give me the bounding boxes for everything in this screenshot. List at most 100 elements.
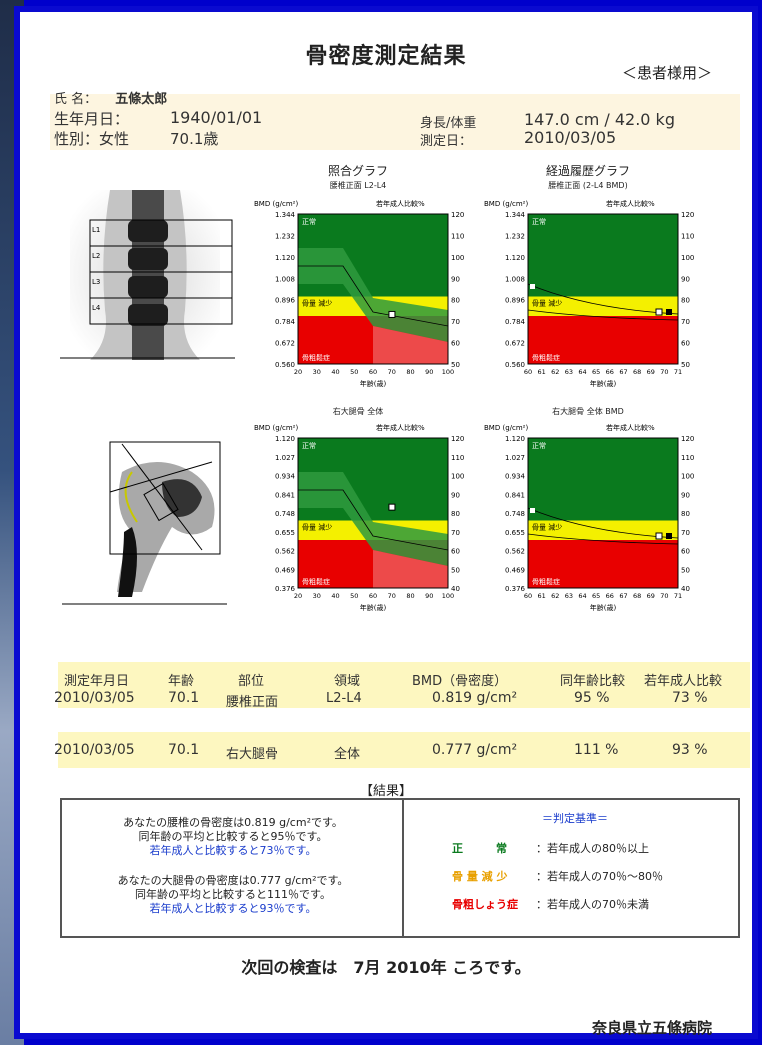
svg-text:L4: L4: [92, 304, 101, 312]
svg-text:L2: L2: [92, 252, 100, 260]
y2-tick-label: 120: [681, 211, 694, 219]
x-tick-label: 100: [442, 368, 454, 376]
next-exam-note: 次回の検査は 7月 2010年 ころです。: [241, 958, 531, 977]
th-age-match: 同年齢比較: [560, 674, 626, 689]
x-tick-label: 60: [524, 368, 532, 376]
name-row: 氏 名： 五條太郎: [54, 88, 167, 107]
age-value: 70.1歳: [170, 130, 219, 148]
x-tick-label: 70: [388, 368, 396, 376]
y2-tick-label: 120: [451, 435, 464, 443]
zone-low-label: 骨量 減少: [532, 299, 562, 308]
x-tick-label: 20: [294, 592, 302, 600]
femur-result-line3: 若年成人と比較すると93％です。: [149, 902, 317, 915]
y2-tick-label: 90: [681, 275, 690, 283]
criteria-low-label: 骨 量 減 少: [452, 870, 508, 883]
th-date: 測定年月日: [64, 674, 130, 689]
y2-tick-label: 110: [451, 454, 464, 462]
y-tick-label: 0.784: [505, 318, 526, 326]
zone-normal-label: 正常: [532, 441, 546, 450]
y-tick-label: 0.560: [275, 361, 295, 369]
dob-label: 生年月日：: [54, 110, 130, 128]
x-tick-label: 40: [331, 592, 339, 600]
table-row-1-date: 2010/03/05: [54, 690, 135, 706]
zone-osteo-label: 骨粗鬆症: [302, 577, 330, 586]
patient-bmd-point: [388, 503, 396, 511]
table-band-2: [58, 732, 750, 768]
y2-tick-label: 90: [681, 491, 690, 499]
zone-normal: [528, 214, 678, 297]
criteria-osteo-text: ：若年成人の70％未満: [536, 898, 649, 911]
criteria-low-text: ：若年成人の70％〜80％: [536, 870, 663, 883]
patient-bmd-point: [388, 310, 396, 318]
y-tick-label: 0.841: [275, 491, 295, 499]
result-heading: 【結果】: [359, 784, 412, 799]
lumbar-result-line3: 若年成人と比較すると73％です。: [149, 844, 317, 857]
x-tick-label: 80: [406, 368, 414, 376]
zone-osteo-label: 骨粗鬆症: [302, 353, 330, 362]
table-row-2-region: 全体: [334, 747, 361, 762]
measure-date-label: 測定日：: [420, 134, 473, 149]
bmd-axis-label: BMD (g/cm²): [484, 424, 528, 432]
y2-tick-label: 50: [681, 566, 690, 574]
y-tick-label: 0.560: [505, 361, 525, 369]
svg-text:L1: L1: [92, 226, 100, 234]
patient-name: 五條太郎: [115, 92, 168, 107]
y2-tick-label: 100: [681, 254, 694, 262]
y-tick-label: 0.469: [505, 566, 525, 574]
x-tick-label: 61: [537, 592, 545, 600]
criteria-normal-label: 正 常: [452, 842, 507, 855]
y-tick-label: 0.934: [275, 473, 296, 481]
x-tick-label: 62: [551, 368, 559, 376]
bmd-axis-label: BMD (g/cm²): [484, 200, 528, 208]
zone-low-label: 骨量 減少: [532, 523, 562, 532]
measure-date-value: 2010/03/05: [524, 128, 617, 147]
table-row-2-bmd: 0.777 g/cm²: [432, 742, 518, 758]
age-matched-band-low: [373, 326, 448, 364]
x-tick-label: 67: [619, 592, 627, 600]
y-tick-label: 0.655: [275, 529, 295, 537]
x-tick-label: 69: [647, 592, 655, 600]
y2-tick-label: 70: [451, 529, 460, 537]
x-tick-label: 80: [406, 592, 414, 600]
plot-frame: [527, 213, 679, 365]
y2-tick-label: 80: [451, 297, 460, 305]
x-tick-label: 68: [633, 368, 641, 376]
young-adult-axis-label: 若年成人比較%: [376, 423, 425, 432]
y-tick-label: 1.008: [275, 275, 295, 283]
x-tick-label: 64: [578, 368, 586, 376]
age-matched-mean-line: [298, 265, 449, 327]
y-tick-label: 1.027: [505, 454, 525, 462]
hospital-name: 奈良県立五條病院: [591, 1019, 712, 1037]
x-tick-label: 90: [425, 592, 433, 600]
plot-frame: [297, 213, 449, 365]
height-weight-value: 147.0 cm / 42.0 kg: [524, 110, 675, 129]
y2-tick-label: 60: [451, 548, 460, 556]
y-tick-label: 1.344: [505, 211, 526, 219]
criteria-osteo-label: 骨粗しょう症: [452, 898, 518, 911]
x-tick-label: 71: [674, 368, 682, 376]
table-row-2-age: 70.1: [168, 742, 200, 758]
chart3-subtitle: 右大腿骨 全体: [332, 407, 384, 416]
lumbar-result-line1: あなたの腰椎の骨密度は0.819 g/cm²です。: [123, 816, 343, 829]
history-point-latest: [655, 532, 663, 540]
history-lower-line: [527, 533, 679, 545]
y2-tick-label: 110: [681, 232, 694, 240]
chart2-title: 経過履歴グラフ: [545, 164, 630, 178]
x-tick-label: 30: [313, 592, 321, 600]
y2-tick-label: 90: [451, 275, 460, 283]
lumbar-result-line2: 同年齢の平均と比較すると95％です。: [138, 830, 328, 843]
table-row-1-site: 腰椎正面: [226, 695, 279, 710]
zone-normal-label: 正常: [302, 217, 316, 226]
th-site: 部位: [238, 674, 265, 689]
history-point-latest: [655, 308, 663, 316]
patient-copy-tag: ＜患者様用＞: [621, 64, 712, 82]
y2-tick-label: 70: [681, 318, 690, 326]
result-divider: [402, 800, 404, 936]
y2-tick-label: 100: [451, 473, 464, 481]
young-adult-axis-label: 若年成人比較%: [376, 199, 425, 208]
y2-tick-label: 80: [681, 297, 690, 305]
y-tick-label: 1.232: [275, 232, 295, 240]
table-row-2-young-adult: 93 %: [672, 742, 708, 758]
report-title: 骨密度測定結果: [305, 44, 467, 69]
x-tick-label: 40: [331, 368, 339, 376]
